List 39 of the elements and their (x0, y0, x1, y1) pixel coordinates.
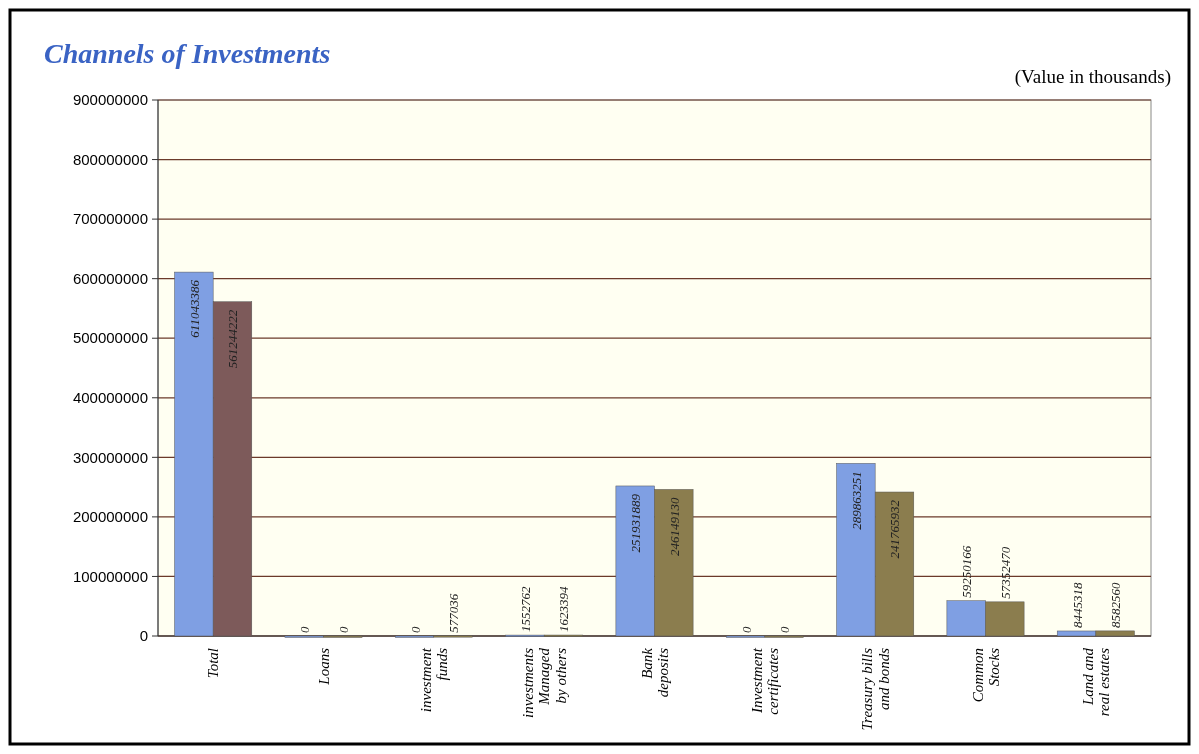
y-tick-label: 300000000 (72, 448, 148, 466)
data-label: 8582560 (1108, 581, 1124, 628)
data-label: 251931889 (628, 493, 644, 553)
data-label: 611043386 (186, 279, 202, 338)
data-label: 1623394 (556, 586, 572, 633)
y-tick-label: 900000000 (72, 91, 148, 109)
data-label: 57352470 (997, 546, 1013, 599)
data-label: 0 (407, 626, 423, 633)
chart-title: Channels of Investments (44, 38, 331, 69)
text: (Value in thousands) (1014, 66, 1171, 88)
y-tick-label: 200000000 (72, 508, 148, 526)
x-tick-label: Treasury bills and bonds (859, 647, 892, 731)
data-label: 561244222 (225, 309, 241, 369)
y-tick-label: 100000000 (72, 567, 148, 585)
x-tick-label: Land and real estates (1079, 647, 1113, 717)
y-tick-label: 600000000 (72, 269, 148, 287)
x-tick-label: Bank deposits (638, 647, 671, 698)
y-tick-label: 800000000 (72, 150, 148, 168)
x-tick-label: Loans (315, 647, 332, 686)
y-tick-label: 0 (139, 627, 148, 645)
data-label: 289863251 (848, 471, 864, 530)
x-tick-label: Investment certificates (748, 647, 782, 715)
data-label: 577036 (446, 593, 462, 633)
x-tick-label: Total (205, 648, 222, 679)
data-label: 241765932 (887, 499, 903, 559)
data-label: 0 (297, 626, 313, 633)
x-tick-label: Common Stocks (969, 647, 1002, 703)
data-label: 0 (777, 626, 793, 633)
data-label: 0 (738, 626, 754, 633)
data-label: 8445318 (1069, 581, 1085, 628)
y-tick-label: 400000000 (72, 389, 148, 407)
y-tick-label: 500000000 (72, 329, 148, 347)
y-tick-label: 700000000 (72, 210, 148, 228)
data-label: 0 (335, 626, 351, 633)
data-label: 246149130 (666, 496, 682, 556)
x-tick-label: investments Managed by others (519, 647, 569, 718)
data-label: 1552762 (517, 586, 533, 633)
x-tick-label: investment funds (417, 647, 451, 713)
data-label: 59250166 (959, 545, 975, 598)
